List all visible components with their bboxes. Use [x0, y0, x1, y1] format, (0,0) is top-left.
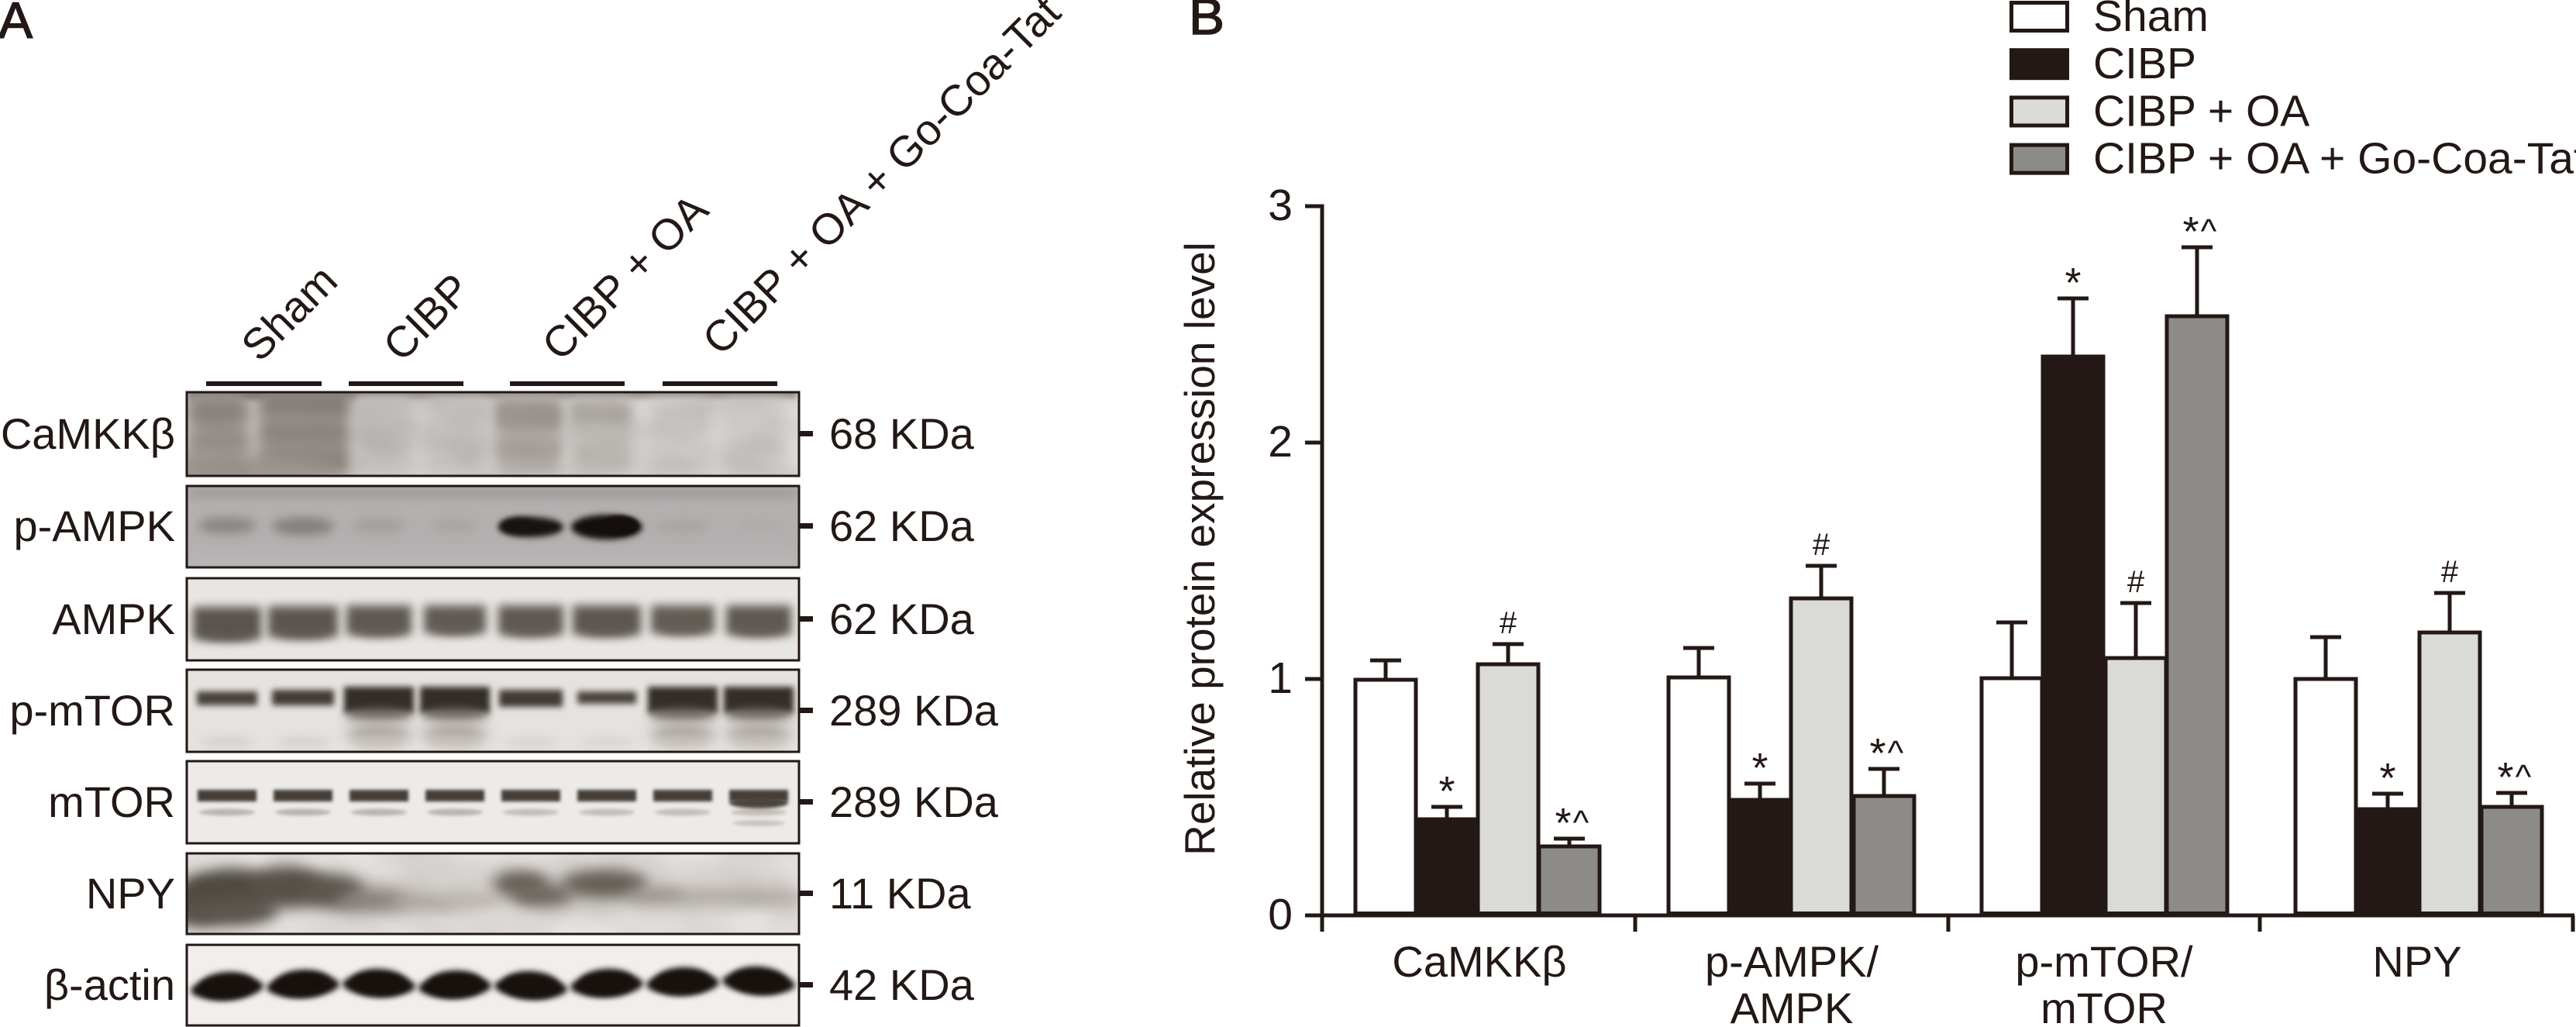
svg-text:^: ^: [1888, 734, 1904, 772]
svg-text:A: A: [0, 0, 33, 49]
svg-text:^: ^: [2516, 758, 2532, 796]
svg-text:CaMKKβ: CaMKKβ: [1392, 937, 1566, 986]
svg-text:3: 3: [1268, 181, 1293, 230]
svg-text:^: ^: [2201, 212, 2217, 250]
svg-text:0: 0: [1268, 890, 1293, 939]
svg-text:*: *: [1869, 730, 1886, 777]
svg-text:p-AMPK/: p-AMPK/: [1705, 937, 1879, 986]
svg-text:CIBP + OA: CIBP + OA: [532, 184, 718, 369]
svg-text:#: #: [2441, 555, 2459, 589]
svg-text:Sham: Sham: [232, 255, 346, 370]
svg-text:NPY: NPY: [86, 869, 175, 918]
svg-text:mTOR: mTOR: [48, 777, 175, 826]
svg-text:CIBP: CIBP: [2093, 39, 2196, 88]
svg-text:*: *: [2497, 754, 2513, 801]
svg-text:1: 1: [1268, 653, 1293, 703]
svg-text:CIBP + OA + Go-Coa-Tat: CIBP + OA + Go-Coa-Tat: [2093, 134, 2576, 184]
svg-text:#: #: [1500, 606, 1517, 640]
svg-text:β-actin: β-actin: [44, 960, 175, 1009]
svg-text:AMPK: AMPK: [52, 594, 175, 643]
svg-text:62 KDa: 62 KDa: [829, 594, 975, 643]
svg-text:#: #: [1813, 528, 1830, 562]
svg-text:CIBP: CIBP: [374, 264, 480, 370]
svg-text:AMPK: AMPK: [1731, 984, 1854, 1027]
svg-text:^: ^: [1573, 804, 1589, 842]
svg-text:*: *: [1438, 768, 1455, 815]
svg-text:B: B: [1189, 0, 1224, 45]
svg-text:NPY: NPY: [2372, 937, 2461, 986]
svg-text:CIBP + OA: CIBP + OA: [2093, 86, 2309, 136]
svg-text:*: *: [1555, 800, 1571, 846]
svg-text:11 KDa: 11 KDa: [829, 869, 971, 918]
svg-text:#: #: [2127, 565, 2145, 599]
svg-text:Sham: Sham: [2093, 0, 2209, 41]
svg-text:Relative protein expression le: Relative protein expression level: [1176, 242, 1224, 856]
svg-text:mTOR: mTOR: [2040, 984, 2168, 1027]
svg-text:2: 2: [1268, 417, 1293, 467]
svg-text:p-mTOR: p-mTOR: [9, 686, 175, 735]
svg-text:CIBP + OA + Go-Coa-Tat: CIBP + OA + Go-Coa-Tat: [693, 0, 1070, 364]
svg-text:*: *: [2182, 209, 2199, 255]
svg-text:p-AMPK: p-AMPK: [14, 501, 176, 550]
svg-text:289 KDa: 289 KDa: [829, 777, 999, 826]
svg-text:*: *: [2379, 755, 2395, 801]
svg-text:68 KDa: 68 KDa: [829, 409, 975, 458]
svg-text:*: *: [2065, 260, 2081, 306]
svg-text:CaMKKβ: CaMKKβ: [1, 409, 175, 458]
svg-text:*: *: [1751, 745, 1768, 791]
svg-text:p-mTOR/: p-mTOR/: [2015, 937, 2193, 986]
svg-text:62 KDa: 62 KDa: [829, 501, 975, 550]
svg-text:42 KDa: 42 KDa: [829, 960, 975, 1009]
svg-text:289 KDa: 289 KDa: [829, 686, 999, 735]
